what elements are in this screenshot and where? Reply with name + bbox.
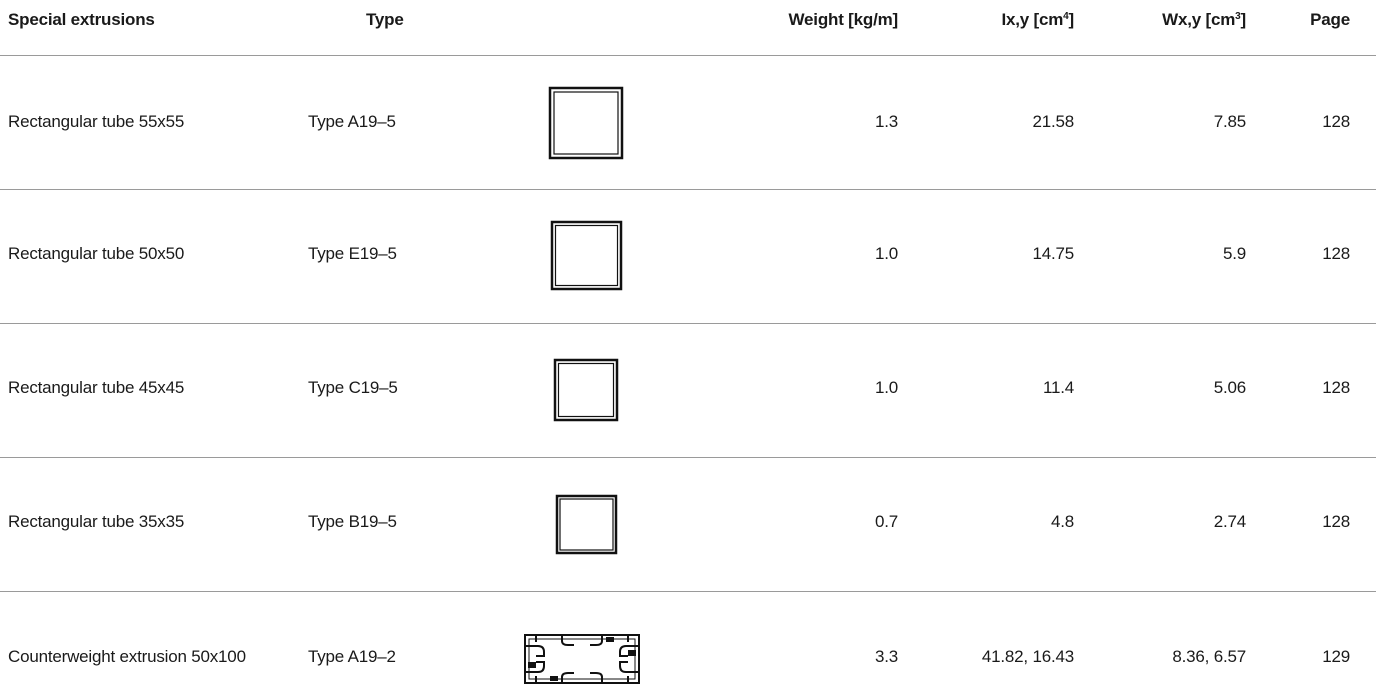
- square-tube-icon: [553, 358, 619, 422]
- row-wxy: 2.74: [1213, 512, 1246, 531]
- row-weight: 0.7: [874, 512, 898, 531]
- row-type: Type E19–5: [308, 244, 397, 263]
- row-ixy: 14.75: [1032, 244, 1074, 263]
- row-name: Rectangular tube 45x45: [8, 378, 185, 397]
- row-name: Rectangular tube 35x35: [8, 512, 185, 531]
- header-ixy-close: ]: [1068, 10, 1075, 29]
- table-row: Rectangular tube 45x45 Type C19–5 1.0 11…: [0, 324, 1376, 458]
- row-page: 128: [1322, 512, 1350, 531]
- row-name: Rectangular tube 50x50: [8, 244, 185, 263]
- row-weight: 1.0: [874, 244, 898, 263]
- header-type: Type: [366, 10, 404, 29]
- header-ixy: Ix,y [cm4]: [1001, 10, 1074, 30]
- square-tube-icon: [555, 494, 618, 555]
- header-wxy-close: ]: [1240, 10, 1247, 29]
- table-header: Special extrusions Type Weight [kg/m] Ix…: [0, 0, 1376, 56]
- row-page: 129: [1322, 647, 1350, 666]
- row-page: 128: [1322, 244, 1350, 263]
- row-ixy: 41.82, 16.43: [981, 647, 1074, 666]
- row-wxy: 5.9: [1222, 244, 1246, 263]
- row-type: Type A19–5: [308, 112, 396, 131]
- row-wxy: 8.36, 6.57: [1172, 647, 1246, 666]
- row-ixy: 11.4: [1042, 378, 1074, 397]
- row-name: Counterweight extrusion 50x100: [8, 647, 246, 666]
- header-ixy-exponent: 4: [1063, 11, 1069, 22]
- square-tube-icon: [550, 220, 623, 291]
- header-ixy-label: Ix,y [cm: [1001, 10, 1064, 29]
- row-weight: 3.3: [874, 647, 898, 666]
- row-ixy: 4.8: [1050, 512, 1074, 531]
- header-special-extrusions: Special extrusions: [8, 10, 155, 29]
- row-wxy: 7.85: [1213, 112, 1246, 131]
- row-wxy: 5.06: [1213, 378, 1246, 397]
- counterweight-profile-icon: [524, 634, 640, 684]
- table-row: Counterweight extrusion 50x100 Type A19–…: [0, 592, 1376, 688]
- row-page: 128: [1322, 378, 1350, 397]
- row-type: Type A19–2: [308, 647, 396, 666]
- header-wxy-label: Wx,y [cm: [1162, 10, 1236, 29]
- header-wxy: Wx,y [cm3]: [1162, 10, 1246, 30]
- table-row: Rectangular tube 35x35 Type B19–5 0.7 4.…: [0, 458, 1376, 592]
- row-name: Rectangular tube 55x55: [8, 112, 185, 131]
- row-type: Type C19–5: [308, 378, 398, 397]
- square-tube-icon: [548, 86, 624, 160]
- row-ixy: 21.58: [1032, 112, 1074, 131]
- row-page: 128: [1322, 112, 1350, 131]
- header-weight: Weight [kg/m]: [788, 10, 899, 29]
- table-row: Rectangular tube 50x50 Type E19–5 1.0 14…: [0, 190, 1376, 324]
- row-type: Type B19–5: [308, 512, 397, 531]
- header-wxy-exponent: 3: [1235, 11, 1241, 22]
- header-page: Page: [1310, 10, 1350, 29]
- row-weight: 1.0: [874, 378, 898, 397]
- row-weight: 1.3: [874, 112, 898, 131]
- table-row: Rectangular tube 55x55 Type A19–5 1.3 21…: [0, 56, 1376, 190]
